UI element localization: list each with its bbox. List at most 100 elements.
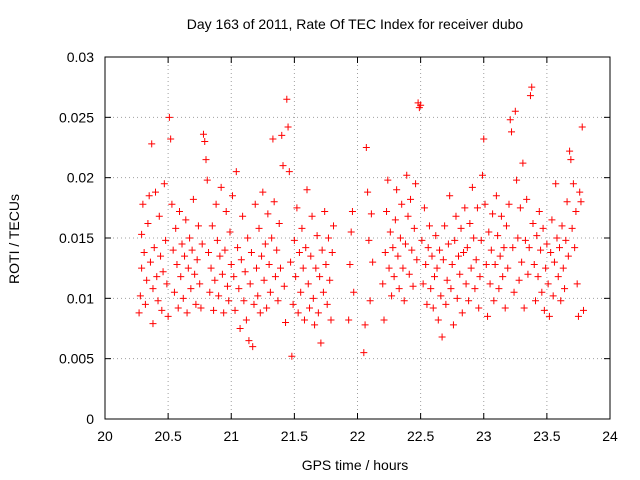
x-tick-label: 20.5: [155, 428, 182, 444]
data-point: [545, 312, 553, 320]
data-point: [420, 204, 428, 212]
data-point: [491, 261, 499, 269]
data-point: [302, 244, 310, 252]
data-point: [471, 285, 479, 293]
data-point: [552, 180, 560, 188]
data-point: [577, 198, 585, 206]
data-point: [319, 288, 327, 296]
data-point: [553, 234, 561, 242]
data-point: [398, 200, 406, 208]
data-point: [532, 297, 540, 305]
data-point: [229, 192, 237, 200]
data-point: [220, 309, 228, 317]
data-point: [509, 244, 517, 252]
data-point: [278, 131, 286, 139]
data-point: [486, 280, 494, 288]
data-point: [549, 292, 557, 300]
data-point: [230, 273, 238, 281]
data-point: [513, 176, 521, 184]
data-point: [287, 258, 295, 266]
data-point: [504, 264, 512, 272]
data-point: [330, 222, 338, 230]
data-point: [544, 280, 552, 288]
data-point: [345, 316, 353, 324]
data-point: [186, 234, 194, 242]
data-point: [261, 240, 269, 248]
data-point: [285, 168, 293, 176]
data-point: [202, 156, 210, 164]
data-point: [307, 252, 315, 260]
data-point: [528, 83, 536, 91]
data-point: [388, 292, 396, 300]
data-point: [521, 236, 529, 244]
data-point: [348, 207, 356, 215]
data-point: [576, 188, 584, 196]
data-point: [283, 95, 291, 103]
data-point: [518, 258, 526, 266]
data-points: [135, 83, 587, 360]
data-point: [442, 300, 450, 308]
data-point: [455, 252, 462, 260]
data-point: [157, 252, 165, 260]
data-point: [529, 220, 537, 228]
data-point: [239, 212, 247, 220]
data-point: [172, 224, 180, 232]
data-point: [266, 288, 274, 296]
data-point: [323, 300, 331, 308]
data-point: [231, 306, 239, 314]
data-point: [274, 297, 282, 305]
data-point: [540, 306, 548, 314]
data-point: [500, 244, 508, 252]
data-point: [418, 236, 426, 244]
data-point: [145, 192, 153, 200]
y-axis-label: ROTI / TECUs: [6, 194, 22, 284]
data-point: [573, 280, 581, 288]
data-point: [563, 198, 571, 206]
data-point: [207, 264, 215, 272]
data-point: [232, 168, 240, 176]
data-point: [366, 297, 374, 305]
data-point: [271, 273, 279, 281]
data-point: [447, 285, 455, 293]
data-point: [162, 236, 170, 244]
data-point: [208, 222, 216, 230]
data-point: [511, 107, 519, 115]
data-point: [487, 246, 495, 254]
data-point: [273, 246, 281, 254]
data-point: [548, 216, 556, 224]
data-point: [293, 204, 301, 212]
data-point: [448, 261, 456, 269]
data-point: [211, 276, 219, 284]
axis-ticks: 20 20.5 21 21.5 22 22.5 23 23.5 24 0 0.005 0.01 0.01…: [59, 49, 618, 444]
data-point: [193, 256, 201, 264]
x-tick-label: 22: [350, 428, 366, 444]
data-point: [187, 285, 195, 293]
data-point: [158, 306, 166, 314]
data-point: [510, 288, 518, 296]
data-point: [481, 200, 489, 208]
data-point: [182, 216, 190, 224]
data-point: [221, 246, 229, 254]
data-point: [312, 264, 320, 272]
data-point: [170, 288, 178, 296]
data-point: [484, 312, 492, 320]
data-point: [289, 300, 297, 308]
data-point: [167, 135, 175, 143]
data-point: [413, 256, 421, 264]
data-point: [562, 236, 570, 244]
data-point: [212, 200, 220, 208]
data-point: [197, 304, 205, 312]
data-point: [275, 220, 283, 228]
data-point: [317, 339, 325, 347]
data-point: [154, 297, 162, 305]
data-point: [183, 309, 191, 317]
data-point: [264, 210, 272, 218]
data-point: [192, 300, 200, 308]
data-point: [189, 195, 197, 203]
data-point: [524, 270, 532, 278]
data-point: [433, 264, 441, 272]
data-point: [282, 318, 290, 326]
data-point: [446, 192, 454, 200]
y-tick-label: 0.025: [59, 109, 94, 125]
data-point: [321, 207, 329, 215]
